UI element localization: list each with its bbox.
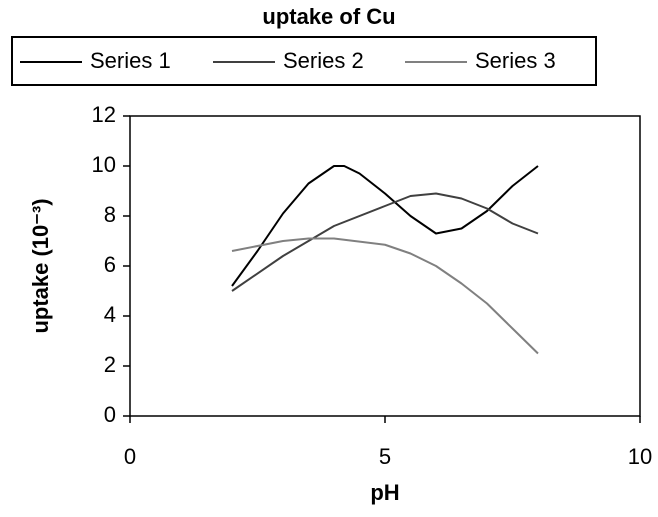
series-line [231,237,539,355]
y-tick-label: 2 [104,352,116,377]
series-line [231,165,539,287]
legend-box [11,36,597,86]
series-line [231,192,539,292]
legend-label: Series 3 [475,48,556,73]
y-tick-label: 10 [92,152,116,177]
y-tick-label: 6 [104,252,116,277]
x-axis-label: pH [370,480,399,505]
y-tick-label: 12 [92,102,116,127]
y-tick-label: 0 [104,402,116,427]
x-tick-label: 5 [379,444,391,469]
y-tick-label: 4 [104,302,116,327]
legend-label: Series 1 [90,48,171,73]
plot-frame [129,115,641,417]
x-tick-label: 10 [628,444,652,469]
y-axis-label: uptake (10⁻³) [28,198,53,333]
x-tick-label: 0 [124,444,136,469]
legend-label: Series 2 [283,48,364,73]
y-tick-label: 8 [104,202,116,227]
chart-title: uptake of Cu [262,4,395,29]
